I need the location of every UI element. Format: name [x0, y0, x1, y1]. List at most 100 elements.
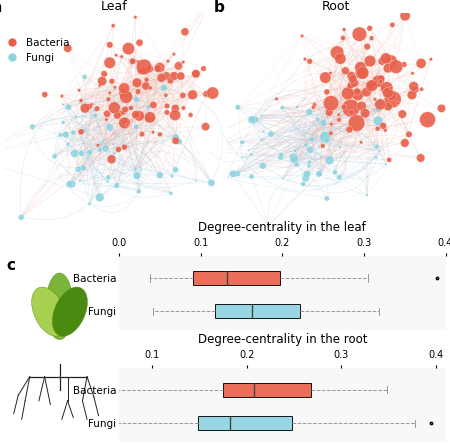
- Polygon shape: [32, 287, 67, 336]
- Point: [351, 79, 358, 87]
- Point: [111, 104, 118, 112]
- Point: [323, 195, 330, 202]
- Point: [346, 126, 353, 133]
- Point: [378, 75, 385, 83]
- Point: [135, 188, 142, 195]
- Polygon shape: [52, 287, 87, 336]
- Title: Degree-centrality in the root: Degree-centrality in the root: [198, 333, 367, 346]
- Point: [378, 99, 385, 106]
- Point: [86, 103, 93, 110]
- Point: [121, 85, 128, 92]
- Point: [335, 111, 342, 118]
- Point: [324, 114, 331, 121]
- Point: [333, 49, 341, 56]
- Point: [347, 109, 355, 116]
- Point: [409, 70, 416, 77]
- Point: [316, 171, 324, 178]
- Point: [106, 89, 113, 96]
- Point: [359, 70, 366, 77]
- Point: [358, 69, 365, 76]
- Point: [181, 28, 189, 35]
- Point: [382, 161, 389, 168]
- Point: [375, 106, 382, 113]
- Point: [71, 150, 78, 157]
- Point: [302, 56, 309, 63]
- Point: [112, 52, 120, 59]
- Point: [400, 61, 408, 68]
- Point: [387, 84, 395, 91]
- Point: [29, 123, 36, 130]
- Point: [315, 170, 323, 178]
- Text: c: c: [7, 258, 16, 273]
- Point: [75, 166, 82, 173]
- Point: [310, 103, 317, 111]
- Point: [176, 138, 183, 145]
- Point: [308, 136, 315, 143]
- Point: [93, 105, 100, 112]
- Point: [377, 78, 384, 85]
- Point: [98, 138, 105, 145]
- Point: [358, 103, 365, 110]
- Point: [298, 32, 306, 39]
- Point: [96, 82, 104, 89]
- Point: [172, 137, 179, 145]
- Point: [115, 146, 122, 153]
- Point: [68, 181, 76, 188]
- Point: [347, 72, 355, 79]
- Point: [412, 86, 419, 93]
- Point: [77, 97, 85, 104]
- Point: [367, 81, 374, 88]
- Point: [129, 57, 136, 64]
- Point: [81, 73, 88, 80]
- Point: [76, 177, 84, 184]
- Point: [86, 200, 93, 207]
- Point: [117, 110, 124, 117]
- Point: [301, 129, 308, 136]
- Point: [336, 174, 343, 181]
- Point: [319, 142, 326, 149]
- Point: [135, 88, 142, 95]
- Point: [356, 31, 363, 38]
- Point: [139, 131, 146, 138]
- Point: [154, 65, 162, 72]
- Point: [156, 172, 163, 179]
- Point: [238, 153, 246, 161]
- Point: [293, 161, 300, 168]
- Point: [357, 64, 364, 71]
- Point: [111, 150, 118, 157]
- Point: [401, 12, 409, 19]
- Point: [145, 103, 152, 111]
- Point: [146, 66, 153, 73]
- Point: [328, 99, 335, 107]
- Point: [120, 90, 127, 97]
- Point: [379, 122, 387, 129]
- Point: [375, 78, 382, 85]
- Title: Leaf: Leaf: [100, 0, 127, 13]
- Point: [377, 101, 384, 108]
- Point: [238, 139, 246, 146]
- Point: [388, 92, 395, 99]
- Point: [267, 131, 274, 138]
- Point: [302, 141, 310, 149]
- Point: [405, 131, 413, 138]
- Point: [133, 172, 140, 179]
- Point: [109, 22, 117, 29]
- Point: [104, 174, 112, 181]
- Point: [76, 87, 83, 94]
- Point: [208, 179, 215, 186]
- Point: [104, 110, 111, 117]
- Point: [78, 150, 85, 157]
- Point: [208, 0, 215, 3]
- Point: [187, 112, 194, 119]
- Point: [344, 90, 351, 97]
- Point: [133, 124, 140, 131]
- Point: [376, 148, 383, 155]
- Point: [65, 103, 72, 111]
- Point: [66, 181, 73, 188]
- Point: [339, 34, 346, 41]
- Point: [136, 112, 143, 120]
- Point: [363, 88, 370, 95]
- Point: [245, 147, 252, 154]
- Point: [136, 39, 143, 46]
- Point: [77, 128, 85, 135]
